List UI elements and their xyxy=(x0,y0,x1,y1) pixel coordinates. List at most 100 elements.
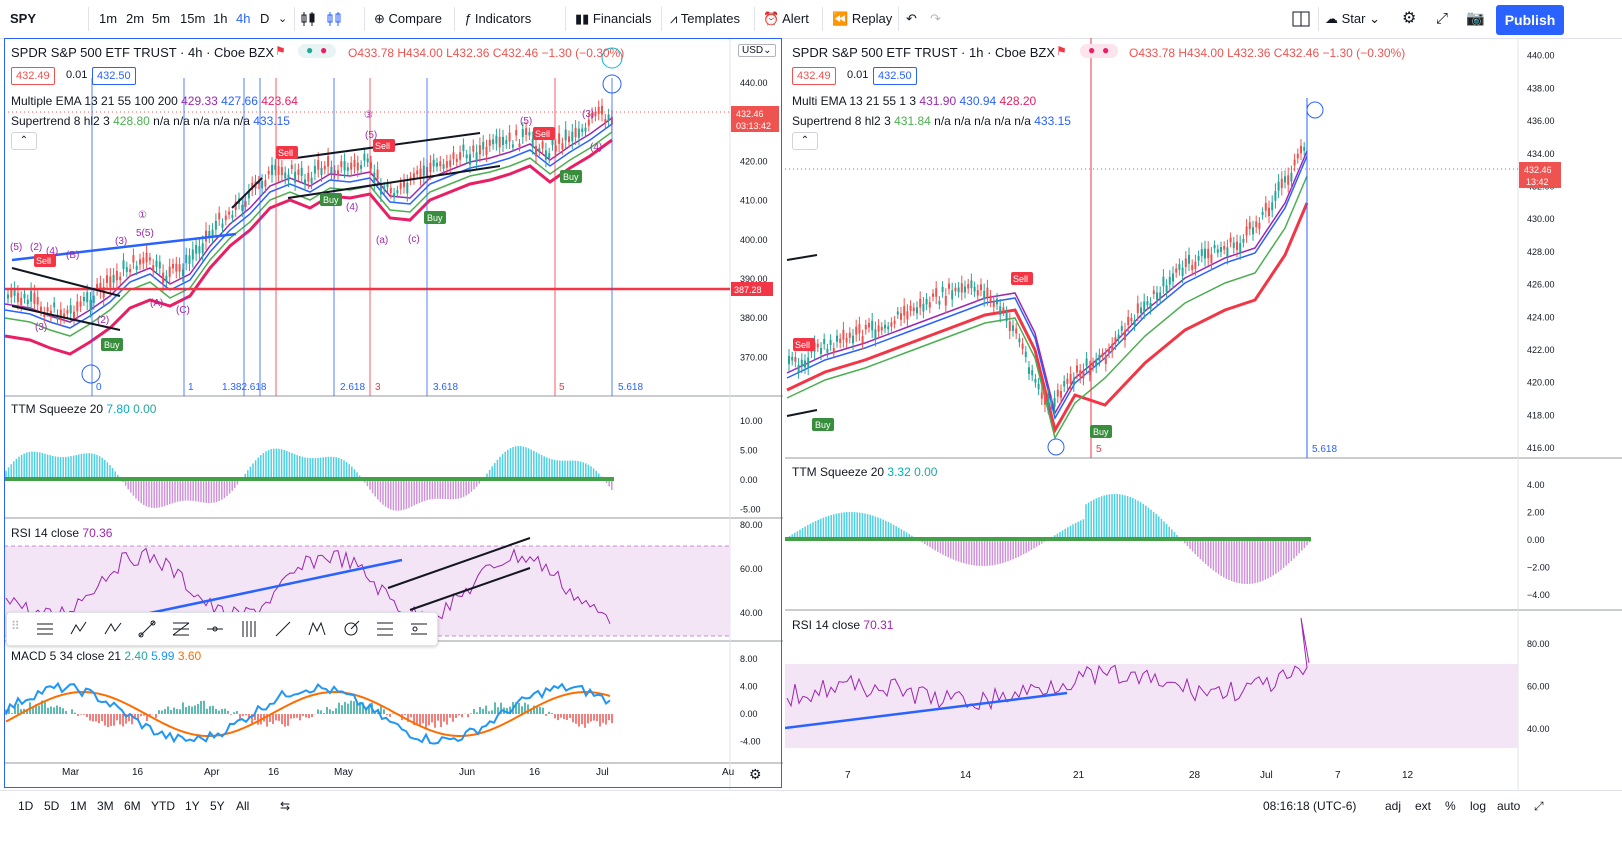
left-ema-legend[interactable]: Multiple EMA 13 21 55 100 200 429.33 427… xyxy=(11,94,298,108)
chevron-down-icon[interactable]: ⌄ xyxy=(278,13,288,25)
ask-price[interactable]: 432.50 xyxy=(92,67,136,85)
interval-2m[interactable]: 2m xyxy=(126,11,145,26)
drawing-toolbar: ⠿ xyxy=(6,612,438,646)
publish-button[interactable]: Publish xyxy=(1496,5,1564,35)
candle-body xyxy=(188,255,191,264)
interval-5m[interactable]: 5m xyxy=(152,11,171,26)
right-chart-pane[interactable]: 440.00438.00436.00434.00432.00430.00428.… xyxy=(785,38,1622,790)
range-5y[interactable]: 5Y xyxy=(210,799,225,813)
abc-wave-icon[interactable] xyxy=(103,619,123,639)
ext-toggle[interactable]: ext xyxy=(1415,799,1432,813)
range-1y[interactable]: 1Y xyxy=(185,799,200,813)
candle-body xyxy=(333,170,336,174)
right-rsi-legend[interactable]: RSI 14 close 70.31 xyxy=(792,618,894,632)
range-ytd[interactable]: YTD xyxy=(151,799,175,813)
flag-icon[interactable]: ⚑ xyxy=(275,44,286,58)
pattern-icon[interactable] xyxy=(307,619,327,639)
candle-body xyxy=(139,259,141,265)
right-chart-canvas[interactable]: 440.00438.00436.00434.00432.00430.00428.… xyxy=(785,38,1622,790)
left-supertrend-legend[interactable]: Supertrend 8 hl2 3 428.80 n/a n/a n/a n/… xyxy=(11,114,290,128)
candle-body xyxy=(459,152,462,160)
interval-4h[interactable]: 4h xyxy=(236,11,251,26)
bid-price[interactable]: 432.49 xyxy=(11,67,55,85)
range-1m[interactable]: 1M xyxy=(70,799,87,813)
alert-button[interactable]: ⏰ Alert xyxy=(763,11,809,26)
candle-body xyxy=(970,280,973,289)
market-status-pill: ● ● xyxy=(298,43,336,58)
candle-body xyxy=(297,169,300,176)
camera-icon[interactable]: 📷 xyxy=(1466,10,1485,27)
symbol-search[interactable]: SPY xyxy=(10,11,37,26)
templates-button[interactable]: ⩘ Templates xyxy=(670,11,740,26)
fullscreen-icon[interactable]: ⤢ xyxy=(1436,10,1449,27)
right-supertrend-legend[interactable]: Supertrend 8 hl2 3 431.84 n/a n/a n/a n/… xyxy=(792,114,1071,128)
adj-toggle[interactable]: adj xyxy=(1385,799,1402,813)
layout-icon[interactable] xyxy=(1292,6,1310,32)
collapse-legend-button[interactable]: ⌃ xyxy=(11,132,37,150)
flag-icon[interactable]: ⚑ xyxy=(1056,44,1067,58)
goto-date-icon[interactable]: ⇆ xyxy=(280,799,291,813)
currency-select[interactable]: USD⌄ xyxy=(738,44,776,57)
gear-icon[interactable]: ⚙ xyxy=(1402,10,1417,27)
gear-icon[interactable]: ⚙ xyxy=(749,766,762,782)
financials-button[interactable]: ▮▮ Financials xyxy=(575,11,652,26)
fib-time-zone-icon[interactable] xyxy=(375,619,395,639)
replay-button[interactable]: ⏪ Replay xyxy=(832,11,893,26)
vertical-lines-icon[interactable] xyxy=(239,619,259,639)
candle-body xyxy=(267,171,270,175)
sell-label: Sell xyxy=(535,129,550,139)
fib-spiral-icon[interactable] xyxy=(341,619,361,639)
price-tick: 390.00 xyxy=(740,274,768,284)
candle-body xyxy=(1277,181,1280,191)
ask-price[interactable]: 432.50 xyxy=(873,67,917,85)
drag-handle-icon[interactable]: ⠿ xyxy=(11,619,20,633)
star-button[interactable]: ☁ Star ⌄ xyxy=(1325,11,1380,26)
right-ttm-legend[interactable]: TTM Squeeze 20 3.32 0.00 xyxy=(792,465,938,479)
percent-toggle[interactable]: % xyxy=(1445,799,1456,813)
candles-icon[interactable] xyxy=(300,6,318,32)
candle-body xyxy=(162,272,165,284)
auto-toggle[interactable]: auto xyxy=(1497,799,1521,813)
bid-price[interactable]: 432.49 xyxy=(792,67,836,85)
range-3m[interactable]: 3M xyxy=(97,799,114,813)
candle-body xyxy=(1104,355,1107,365)
log-toggle[interactable]: log xyxy=(1470,799,1487,813)
fib-label: 1 xyxy=(188,382,194,393)
interval-d[interactable]: D xyxy=(260,11,270,26)
candle-body xyxy=(485,146,488,155)
collapse-legend-button[interactable]: ⌃ xyxy=(792,132,818,150)
range-all[interactable]: All xyxy=(236,799,250,813)
range-5d[interactable]: 5D xyxy=(44,799,60,813)
candle-body xyxy=(1296,153,1299,159)
interval-1m[interactable]: 1m xyxy=(99,11,118,26)
undo-icon[interactable]: ↶ xyxy=(906,11,917,26)
clock[interactable]: 08:16:18 (UTC-6) xyxy=(1263,799,1357,813)
settings-lines-icon[interactable] xyxy=(409,619,429,639)
chart-style-icon[interactable] xyxy=(326,6,346,32)
horizontal-ray-icon[interactable] xyxy=(205,619,225,639)
elliott-wave-icon[interactable] xyxy=(69,619,89,639)
fullscreen-icon[interactable]: ⤢ xyxy=(1534,799,1544,813)
range-6m[interactable]: 6M xyxy=(124,799,141,813)
trend-line-icon[interactable] xyxy=(137,619,157,639)
range-1d[interactable]: 1D xyxy=(18,799,34,813)
left-symbol-title[interactable]: SPDR S&P 500 ETF TRUST · 4h · Cboe BZX xyxy=(11,45,274,60)
ray-icon[interactable] xyxy=(273,619,293,639)
right-symbol-title[interactable]: SPDR S&P 500 ETF TRUST · 1h · Cboe BZX xyxy=(792,45,1055,60)
candle-body xyxy=(353,159,356,168)
dot-icon: ● xyxy=(320,43,328,57)
horizontal-lines-icon[interactable] xyxy=(35,619,55,639)
left-rsi-legend[interactable]: RSI 14 close 70.36 xyxy=(11,526,113,540)
fib-retracement-icon[interactable] xyxy=(171,619,191,639)
left-ttm-legend[interactable]: TTM Squeeze 20 7.80 0.00 xyxy=(11,402,157,416)
candle-body xyxy=(1300,145,1302,154)
left-macd-legend[interactable]: MACD 5 34 close 21 2.40 5.99 3.60 xyxy=(11,649,202,663)
interval-1h[interactable]: 1h xyxy=(213,11,228,26)
indicators-button[interactable]: ƒ Indicators xyxy=(464,11,532,26)
interval-15m[interactable]: 15m xyxy=(180,11,206,26)
right-ema-legend[interactable]: Multi EMA 13 21 55 1 3 431.90 430.94 428… xyxy=(792,94,1037,108)
redo-icon[interactable]: ↷ xyxy=(930,11,941,26)
compare-button[interactable]: ⊕ Compare xyxy=(374,11,442,26)
buy-label: Buy xyxy=(1093,427,1109,437)
dot-icon: ● xyxy=(1088,43,1096,57)
